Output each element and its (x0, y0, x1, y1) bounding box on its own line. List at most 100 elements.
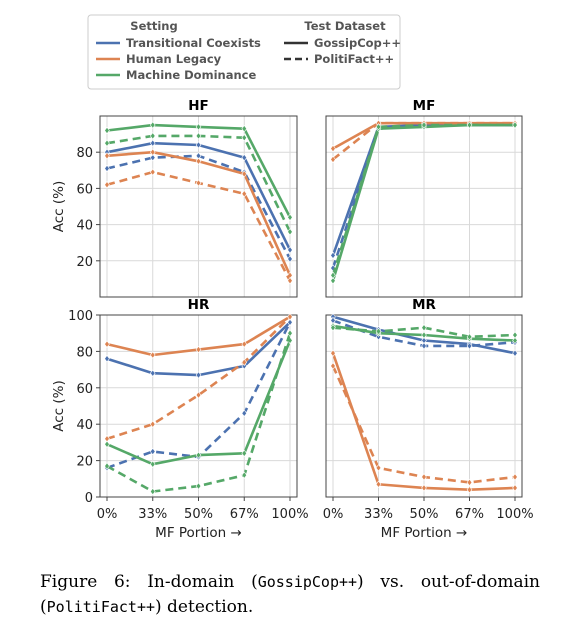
panel-hf: HF 20 40 60 80 Acc (%) (51, 98, 298, 298)
x-tick-label: 67% (455, 507, 484, 522)
y-tick-label: 60 (76, 182, 93, 197)
figure-chart: Setting Test Dataset Transitional Coexis… (51, 14, 534, 541)
data-point (421, 121, 427, 129)
data-point (466, 486, 473, 494)
data-point (104, 126, 110, 135)
x-tick-label: 100% (271, 507, 308, 522)
data-point (375, 123, 382, 131)
panel-mr: MR 0% 33% 50% 67% 100% MF Portion → (323, 297, 534, 541)
data-point (104, 440, 110, 448)
data-point (512, 331, 518, 339)
series-transitional-coexists-dashed (104, 152, 293, 263)
panel-title: HR (188, 297, 210, 313)
data-point (421, 473, 427, 481)
x-axis-label: MF Portion → (381, 525, 468, 541)
x-tick-label: 50% (410, 507, 439, 522)
data-point (466, 478, 473, 487)
data-point (149, 132, 156, 140)
series-human-legacy-solid (330, 349, 518, 494)
x-tick-label: 33% (364, 507, 393, 522)
legend: Setting Test Dataset Transitional Coexis… (87, 14, 401, 90)
panel-hr: HR 0 20 40 60 80 100 Acc (%) 0% 33% 50% 67% 100% MF P… (51, 297, 309, 541)
data-point (241, 190, 248, 198)
legend-dataset-label-1: PolitiFact++ (314, 52, 394, 66)
data-point (241, 134, 248, 142)
y-tick-label: 20 (76, 255, 93, 270)
data-point (149, 148, 156, 156)
data-point (421, 484, 427, 492)
data-point (466, 333, 473, 341)
data-point (104, 462, 110, 470)
data-point (512, 336, 518, 345)
series-machine-dominance-dashed (104, 132, 293, 236)
data-point (421, 331, 427, 339)
panel-title: MF (413, 98, 436, 114)
x-tick-label: 33% (138, 507, 167, 522)
data-point (104, 139, 110, 147)
data-point (195, 391, 202, 399)
data-point (375, 464, 382, 472)
series-machine-dominance-solid (104, 336, 293, 468)
figure-caption: Figure 6: In-domain (GossipCop++) vs. ou… (40, 570, 540, 620)
data-point (241, 409, 248, 417)
legend-dataset-title: Test Dataset (304, 19, 386, 33)
y-tick-label: 40 (76, 418, 93, 433)
data-point (330, 324, 336, 332)
data-point (421, 324, 427, 332)
data-point (195, 451, 202, 459)
y-tick-label: 0 (85, 491, 93, 506)
x-tick-label: 100% (496, 507, 533, 522)
data-point (512, 484, 518, 492)
data-point (149, 369, 156, 377)
panel-mf: MF (325, 98, 523, 298)
caption-prefix: Figure 6: In-domain ( (40, 572, 258, 592)
legend-setting-title: Setting (130, 19, 177, 33)
data-point (375, 327, 382, 336)
data-point (149, 351, 156, 359)
data-point (287, 313, 293, 321)
y-tick-label: 20 (76, 455, 93, 470)
x-tick-label: 50% (184, 507, 213, 522)
series-human-legacy-dashed (330, 362, 518, 487)
data-point (421, 342, 427, 350)
data-point (195, 482, 202, 490)
caption-in-domain: GossipCop++ (257, 573, 358, 591)
data-point (330, 277, 336, 285)
panel-frame (325, 115, 523, 298)
x-tick-label: 67% (230, 507, 259, 522)
data-point (287, 329, 293, 337)
data-point (330, 155, 336, 164)
data-point (195, 371, 202, 379)
data-point (330, 144, 336, 153)
data-point (287, 246, 293, 254)
data-point (375, 480, 382, 488)
data-point (330, 271, 336, 279)
data-point (241, 170, 248, 178)
data-point (195, 123, 202, 131)
data-point (149, 153, 156, 162)
data-point (330, 251, 336, 260)
series-human-legacy-dashed (104, 168, 293, 285)
series-machine-dominance-solid (104, 121, 293, 222)
series-machine-dominance-dashed (330, 324, 518, 341)
data-point (241, 449, 248, 458)
data-point (195, 141, 202, 149)
data-point (195, 179, 202, 187)
series-machine-dominance-dashed (330, 121, 518, 279)
data-point (104, 164, 110, 173)
x-axis-label: MF Portion → (155, 525, 242, 541)
legend-dataset-label-0: GossipCop++ (314, 36, 401, 50)
data-point (241, 340, 248, 348)
y-axis-label: Acc (%) (51, 380, 67, 432)
data-point (195, 132, 202, 140)
data-point (241, 358, 248, 367)
caption-suffix: ) detection. (155, 597, 254, 617)
data-point (287, 318, 293, 326)
data-point (466, 342, 473, 350)
series-human-legacy-solid (104, 148, 293, 279)
data-point (104, 152, 110, 160)
panel-title: HF (188, 98, 209, 114)
y-tick-label: 60 (76, 382, 93, 397)
data-point (149, 487, 156, 496)
data-point (149, 121, 156, 129)
